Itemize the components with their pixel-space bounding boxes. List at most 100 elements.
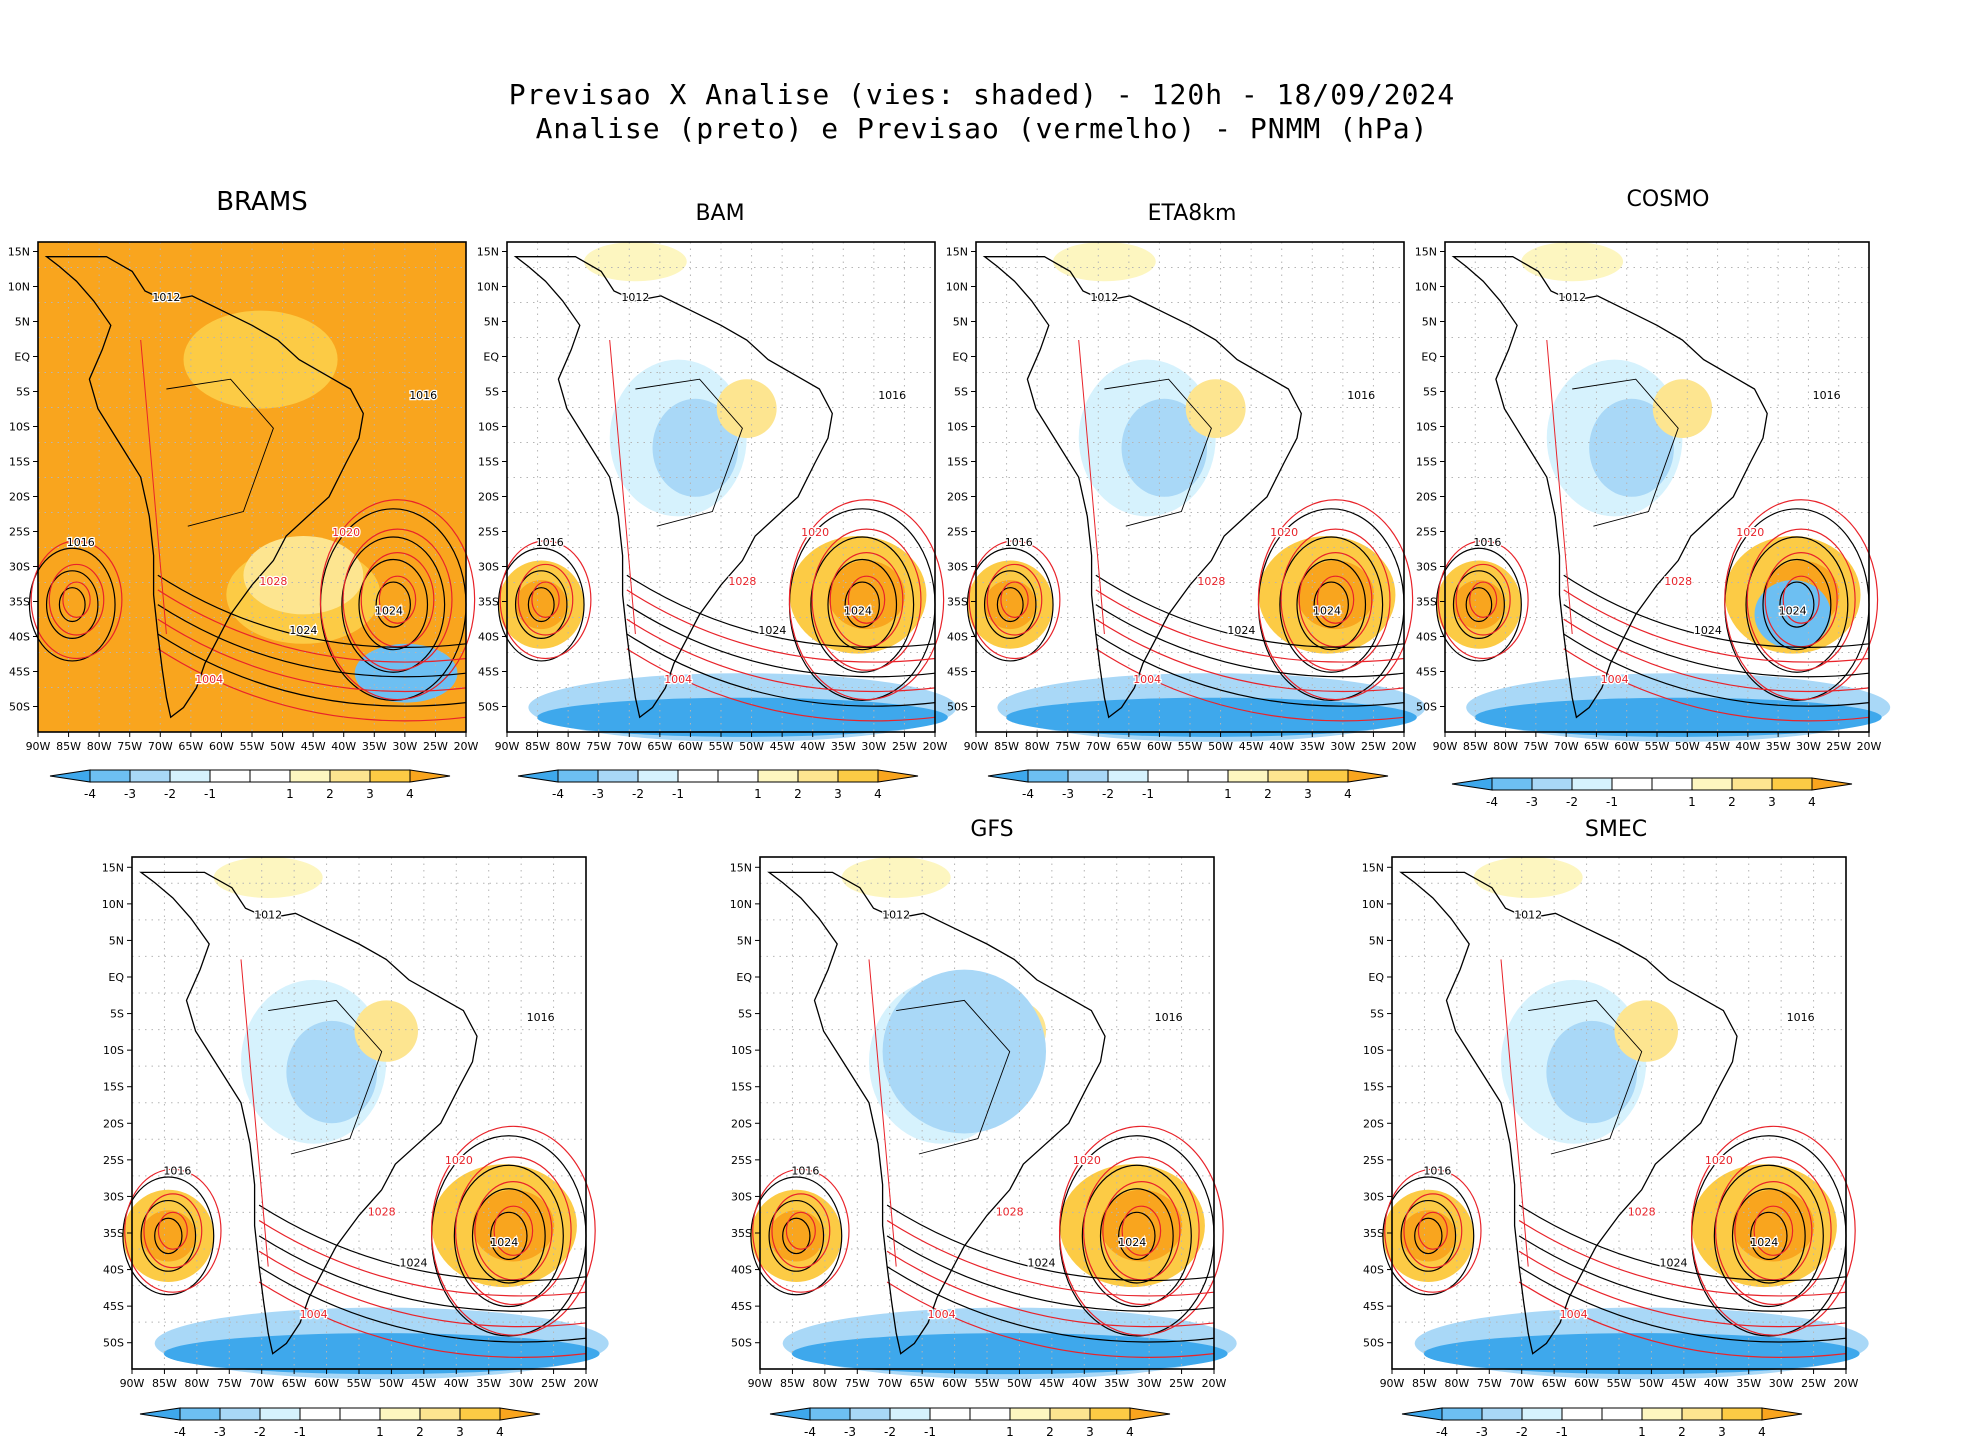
southern-isobar — [1095, 574, 1405, 648]
colorbar-label: 3 — [1718, 1425, 1726, 1436]
analysis-isobar — [28, 547, 116, 662]
southern-isobar — [258, 1235, 587, 1312]
southern-isobar — [1518, 1266, 1847, 1343]
country-borders — [166, 378, 274, 527]
forecast-isobar — [811, 528, 922, 671]
forecast-isobar — [1083, 1156, 1200, 1306]
bias-low-south-core — [163, 1333, 600, 1375]
colorbar-label: -3 — [1062, 787, 1074, 801]
pressure-label: 1016 — [527, 1011, 555, 1024]
pressure-label: 1024 — [289, 624, 317, 637]
colorbar-segment — [797, 769, 839, 783]
lat-tick-label: 40S — [103, 1264, 124, 1277]
lat-tick-label: 45S — [1363, 1300, 1384, 1313]
colorbar-label: -2 — [632, 787, 644, 801]
lon-tick-label: 45W — [1671, 1377, 1696, 1390]
bias-high-brazil — [1614, 1000, 1679, 1062]
colorbar-label: -1 — [924, 1425, 936, 1436]
southern-isobar — [1518, 1235, 1847, 1312]
colorbar-segment — [1067, 769, 1109, 783]
southern-isobar — [1563, 618, 1870, 693]
lat-tick-label: 5N — [484, 316, 499, 329]
lon-tick-label: 45W — [411, 1377, 436, 1390]
pressure-label: 1012 — [1514, 908, 1542, 921]
bias-high-atlantic-core — [472, 1189, 555, 1262]
southern-isobar — [1518, 1204, 1847, 1282]
lon-tick-label: 30W — [1330, 740, 1355, 753]
map-panel-smec: SMEC 1024 1024 1020 1016 1004 1012 1028 1016 90W 8… — [1362, 817, 1869, 1436]
southern-isobar — [1518, 1250, 1847, 1328]
pressure-label: 1024 — [1750, 1236, 1778, 1249]
colorbar-label: -1 — [294, 1425, 306, 1436]
colorbar-segment — [1491, 777, 1533, 791]
lon-tick-label: 70W — [1086, 740, 1111, 753]
pressure-label: 1028 — [996, 1205, 1024, 1218]
lat-tick-label: 15N — [477, 246, 499, 259]
lon-tick-label: 60W — [1614, 740, 1639, 753]
pressure-label: 1004 — [300, 1308, 328, 1321]
analysis-isobar — [1414, 1217, 1443, 1255]
lon-tick-label: 35W — [1300, 740, 1325, 753]
pressure-label: 1016 — [878, 389, 906, 402]
bias-low-south-core — [791, 1333, 1228, 1375]
colorbar-label: -4 — [1486, 795, 1498, 809]
bias-high-amazon — [183, 310, 338, 409]
panel-title: SMEC — [1585, 817, 1647, 842]
lat-tick-label: 10N — [477, 281, 499, 294]
southern-isobar — [157, 633, 467, 707]
analysis-isobar — [1762, 558, 1832, 651]
lon-tick-label: 50W — [1675, 740, 1700, 753]
forecast-isobar — [455, 1156, 572, 1306]
pressure-label: 1024 — [844, 604, 872, 617]
lat-tick-label: 30S — [1363, 1190, 1384, 1203]
southern-isobar — [886, 1235, 1215, 1312]
lat-tick-label: 25S — [1416, 526, 1437, 539]
analysis-isobar — [1296, 558, 1367, 651]
colorbar-segment — [929, 1407, 971, 1421]
colorbar-label: 3 — [1086, 1425, 1094, 1436]
analysis-isobar — [750, 1176, 843, 1296]
bias-high-atlantic-core — [1297, 560, 1375, 630]
graticule — [1392, 857, 1846, 1369]
forecast-isobar — [1316, 575, 1355, 624]
forecast-isobar — [1058, 1125, 1224, 1336]
bias-high-north — [1053, 242, 1156, 282]
lon-tick-label: 30W — [861, 740, 886, 753]
lat-tick-label: 5S — [1370, 1008, 1384, 1021]
graticule — [760, 857, 1214, 1369]
colorbar: -4 -3 -2 -1 1 2 3 4 — [987, 769, 1389, 801]
colorbar-segment — [889, 1407, 931, 1421]
colorbar-segment — [1641, 1407, 1683, 1421]
lat-tick-label: EQ — [1421, 351, 1437, 364]
analysis-isobar — [453, 1164, 564, 1308]
colorbar-segment — [677, 769, 719, 783]
colorbar-segment — [259, 1407, 301, 1421]
lon-tick-label: 65W — [910, 1377, 935, 1390]
lon-tick-label: 50W — [1208, 740, 1233, 753]
lat-tick-label: 15S — [947, 456, 968, 469]
southern-isobar — [1095, 618, 1405, 693]
colorbar-arrow-left — [769, 1407, 811, 1421]
lon-tick-label: 85W — [780, 1377, 805, 1390]
lat-tick-label: 35S — [103, 1227, 124, 1240]
lat-tick-label: 25S — [1363, 1154, 1384, 1167]
lon-tick-label: 25W — [1826, 740, 1851, 753]
colorbar-label: -2 — [1566, 795, 1578, 809]
southern-isobar — [1095, 648, 1405, 722]
lat-tick-label: 30S — [103, 1190, 124, 1203]
pressure-label: 1012 — [254, 908, 282, 921]
pressure-label: 1028 — [1628, 1205, 1656, 1218]
colorbar-label: 4 — [1758, 1425, 1766, 1436]
colorbar-label: 2 — [1046, 1425, 1054, 1436]
isobars — [122, 1125, 596, 1358]
southern-isobar — [1518, 1281, 1847, 1358]
lat-tick-label: 50S — [947, 701, 968, 714]
bias-high-north — [584, 242, 687, 282]
colorbar-segment — [1561, 1407, 1603, 1421]
country-borders — [1104, 378, 1212, 527]
colorbar-segment — [1089, 1407, 1131, 1421]
bias-high-atlantic-core — [1100, 1189, 1183, 1262]
analysis-isobar — [1731, 1188, 1806, 1284]
lon-tick-label: 60W — [209, 740, 234, 753]
lon-tick-label: 20W — [454, 740, 479, 753]
